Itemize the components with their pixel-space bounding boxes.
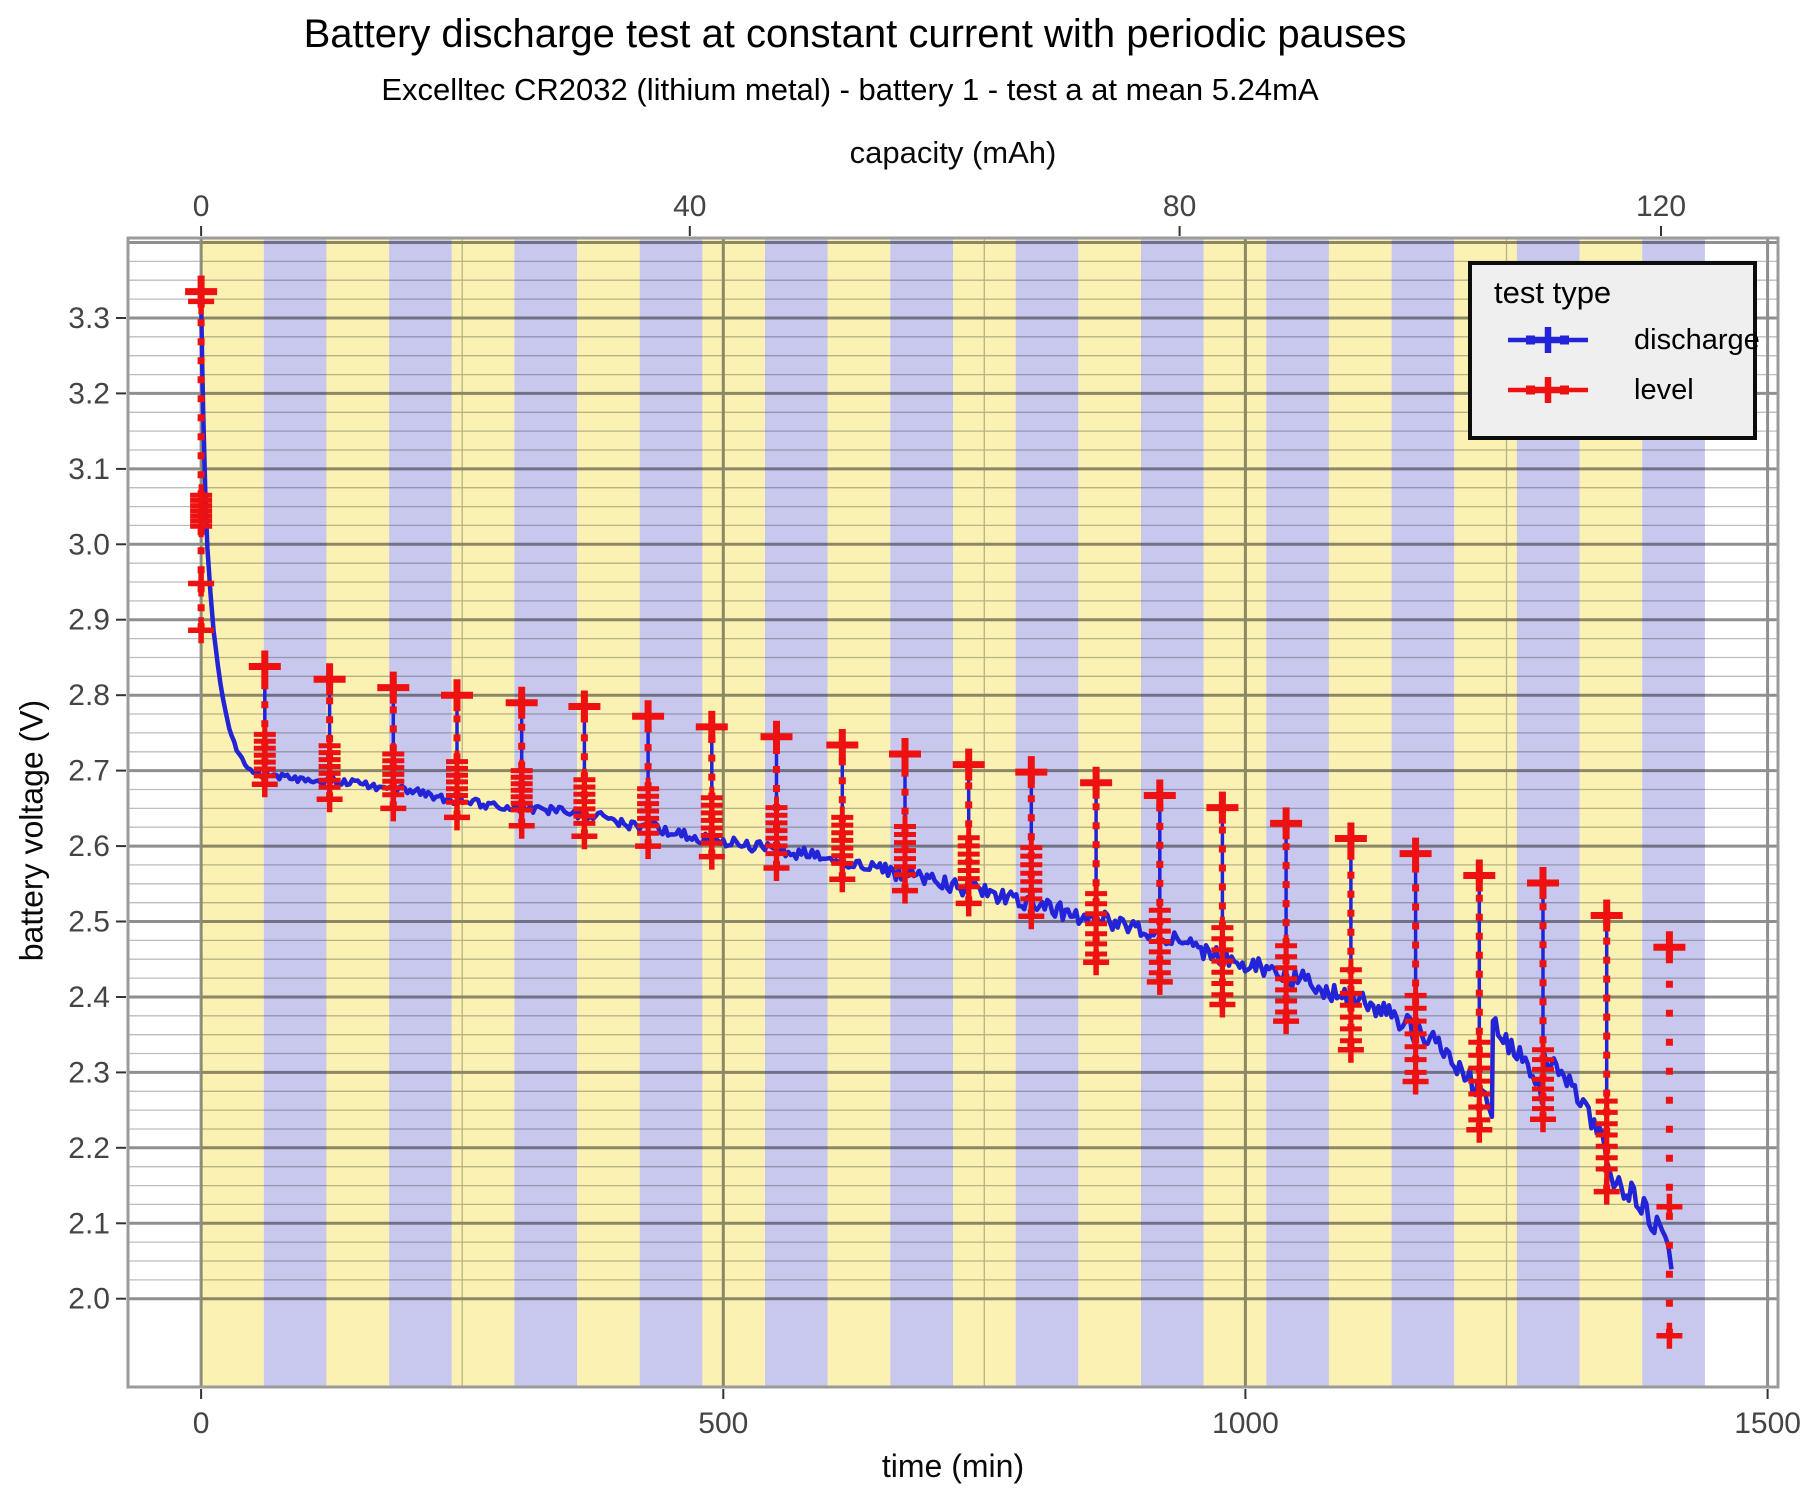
bottom-axis-title: time (min) [881,1448,1025,1484]
y-tick-label: 2.7 [68,755,110,788]
y-tick-label: 2.6 [68,830,110,863]
y-tick-label: 3.0 [68,528,110,561]
y-tick-label: 2.1 [68,1207,110,1240]
y-tick-label: 2.0 [68,1283,110,1316]
top-axis-title: capacity (mAh) [849,135,1057,170]
gridlines-layer [128,238,1778,1387]
legend-entry-discharge: discharge [1500,315,1760,365]
y-tick-label: 3.3 [68,302,110,335]
left-axis-title: battery voltage (V) [13,699,50,962]
axis-ticks: 0 500 1000 1500 0 40 80 120 2.0 2.1 2.2 2.3 2.4 2.5 2.… [68,190,1800,1440]
discharge-key-icon [1508,327,1588,353]
y-tick-label: 2.4 [68,981,110,1014]
legend-box: test type discharge level [1468,261,1760,440]
y-tick-label: 2.9 [68,604,110,637]
x2-tick-label: 120 [1636,190,1686,223]
chart-subtitle: Excelltec CR2032 (lithium metal) - batte… [381,72,1319,107]
x-tick-label: 1000 [1212,1407,1279,1440]
level-key-icon [1508,377,1588,403]
chart-title: Battery discharge test at constant curre… [303,12,1407,56]
x2-tick-label: 40 [673,190,706,223]
legend-label-level: level [1634,373,1694,406]
level-series [185,275,1686,1349]
legend-title: test type [1494,275,1612,310]
legend-label-discharge: discharge [1634,323,1760,356]
x-tick-label: 1500 [1734,1407,1800,1440]
x2-tick-label: 80 [1163,190,1196,223]
x-tick-label: 0 [193,1407,210,1440]
legend-entry-level: level [1500,365,1753,415]
y-tick-label: 2.2 [68,1132,110,1165]
x-tick-label: 500 [698,1407,748,1440]
y-tick-label: 2.8 [68,679,110,712]
y-tick-label: 3.1 [68,453,110,486]
y-tick-label: 2.3 [68,1056,110,1089]
x2-tick-label: 0 [193,190,210,223]
y-tick-label: 3.2 [68,377,110,410]
y-tick-label: 2.5 [68,906,110,939]
panel-border [126,236,1780,1389]
